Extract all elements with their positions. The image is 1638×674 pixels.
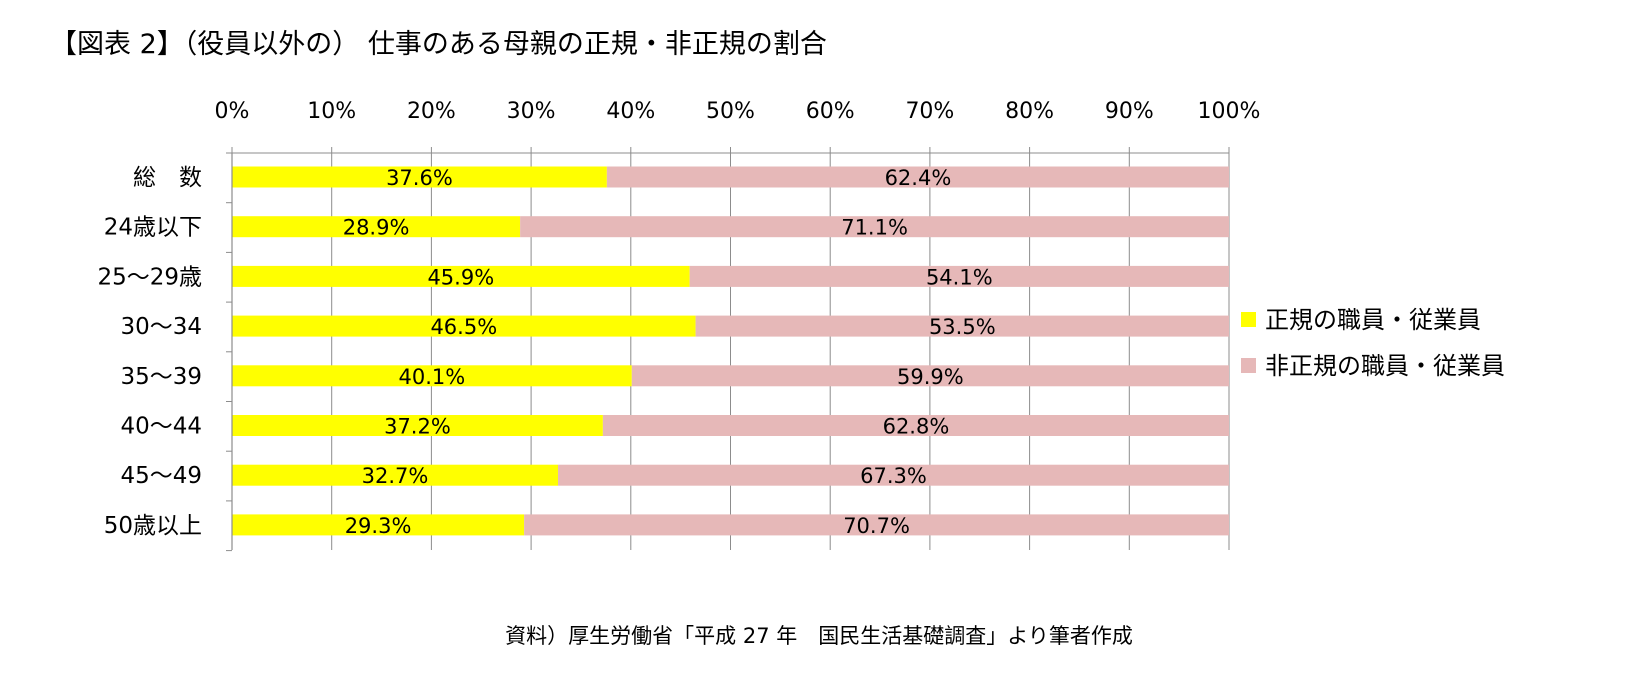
stacked-bar-chart: 0% 10% 20% 30% 40% 50% 60% 70% 80% 90% 100% 総 数 24歳… <box>97 99 1505 552</box>
data-label: 62.4% <box>885 166 952 190</box>
bar-nonregular <box>520 216 1229 238</box>
data-label: 53.5% <box>929 315 996 339</box>
data-label: 32.7% <box>362 464 429 488</box>
legend-swatch <box>1241 358 1256 373</box>
data-label: 67.3% <box>860 464 927 488</box>
data-label: 45.9% <box>427 265 494 289</box>
category-label: 24歳以下 <box>104 215 202 241</box>
bar-nonregular <box>558 464 1229 486</box>
data-label: 28.9% <box>343 216 410 240</box>
category-label: 総 数 <box>133 165 202 191</box>
data-label: 29.3% <box>345 514 412 538</box>
x-tick-label: 90% <box>1105 99 1154 124</box>
data-label: 71.1% <box>841 216 908 240</box>
data-labels: 37.6% 62.4% 28.9% 71.1% 45.9% 54.1% 46.5% 53.5%… <box>343 166 996 538</box>
x-tick-label: 20% <box>407 99 456 124</box>
bar-nonregular <box>631 365 1229 387</box>
data-label: 62.8% <box>883 415 950 439</box>
chart-title: 【図表 2】（役員以外の） 仕事のある母親の正規・非正規の割合 <box>50 29 827 60</box>
bar-regular <box>232 365 632 387</box>
bar-nonregular <box>606 166 1229 188</box>
bar-regular <box>232 415 603 436</box>
bar-regular <box>232 166 607 188</box>
category-label: 35～39 <box>120 364 202 390</box>
axes <box>226 147 1230 552</box>
data-label: 37.6% <box>386 166 453 190</box>
x-tick-label: 100% <box>1198 99 1261 124</box>
data-label: 40.1% <box>399 365 466 389</box>
category-labels: 総 数 24歳以下 25～29歳 30～34 35～39 40～44 45～49 50歳以上 <box>97 165 202 539</box>
data-label: 54.1% <box>926 265 993 289</box>
x-tick-label: 80% <box>1005 99 1054 124</box>
category-label: 45～49 <box>120 463 202 489</box>
bar-nonregular <box>689 265 1229 287</box>
legend-label: 正規の職員・従業員 <box>1265 306 1481 334</box>
x-tick-label: 40% <box>606 99 655 124</box>
x-tick-labels: 0% 10% 20% 30% 40% 50% 60% 70% 80% 90% 100% <box>215 99 1261 124</box>
x-tick-label: 0% <box>215 99 250 124</box>
bars <box>232 166 1229 536</box>
gridlines <box>231 153 1230 550</box>
legend-label: 非正規の職員・従業員 <box>1265 352 1505 380</box>
category-label: 25～29歳 <box>97 264 202 290</box>
legend-swatch <box>1241 312 1256 327</box>
x-tick-label: 70% <box>905 99 954 124</box>
data-label: 46.5% <box>430 315 497 339</box>
bar-regular <box>232 514 525 536</box>
data-label: 70.7% <box>843 514 910 538</box>
category-label: 40～44 <box>120 414 202 440</box>
x-tick-label: 60% <box>806 99 855 124</box>
bar-regular <box>232 315 696 337</box>
x-tick-label: 10% <box>307 99 356 124</box>
x-tick-label: 30% <box>507 99 556 124</box>
category-label: 30～34 <box>120 314 202 340</box>
category-label: 50歳以上 <box>104 513 202 539</box>
bar-regular <box>232 216 521 238</box>
bar-regular <box>232 265 690 287</box>
x-tick-label: 50% <box>706 99 755 124</box>
data-label: 37.2% <box>384 415 451 439</box>
bar-nonregular <box>695 315 1229 337</box>
bar-nonregular <box>524 514 1229 536</box>
bar-nonregular <box>602 415 1229 436</box>
bar-regular <box>232 464 559 486</box>
source-note: 資料）厚生労働省「平成 27 年 国民生活基礎調査」より筆者作成 <box>505 624 1133 648</box>
data-label: 59.9% <box>897 365 964 389</box>
